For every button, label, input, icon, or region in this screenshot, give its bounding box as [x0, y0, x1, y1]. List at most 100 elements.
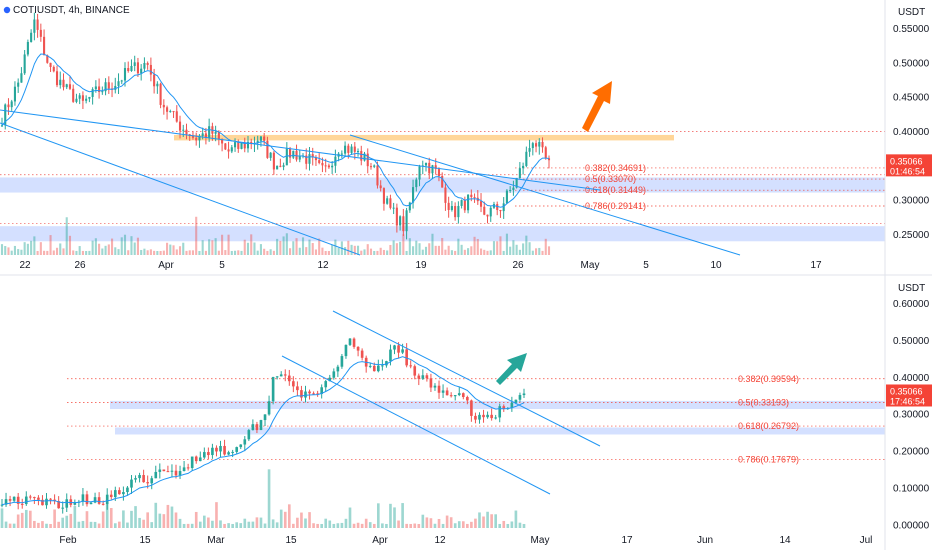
candle-body	[369, 166, 373, 168]
volume-bar	[130, 236, 133, 255]
candle-body	[272, 152, 275, 170]
volume-bar	[65, 217, 68, 255]
volume-bar	[353, 245, 356, 255]
candle-body	[382, 188, 385, 204]
volume-bar	[316, 523, 319, 528]
volume-bar	[402, 234, 405, 255]
volume-bar	[230, 250, 233, 255]
candle-body	[531, 143, 534, 149]
candle-body	[178, 471, 182, 476]
candle-body	[123, 68, 127, 81]
volume-bar	[295, 238, 298, 255]
candle-body	[467, 194, 470, 211]
volume-bar	[366, 244, 369, 255]
volume-bar	[267, 469, 271, 528]
volume-bar	[259, 244, 262, 255]
volume-bar	[544, 238, 547, 255]
volume-bar	[61, 517, 65, 528]
volume-bar	[510, 521, 514, 528]
volume-bar	[292, 523, 295, 528]
candle-body	[271, 377, 275, 402]
volume-bar	[138, 517, 141, 528]
volume-bar	[219, 520, 222, 528]
candle-body	[490, 414, 493, 419]
candle-body	[381, 365, 384, 367]
volume-bar	[33, 236, 36, 255]
volume-bar	[494, 514, 497, 528]
y-tick-label: 0.55000	[893, 24, 930, 35]
volume-bar	[186, 523, 190, 528]
candle-body	[219, 445, 222, 452]
candle-body	[208, 126, 211, 138]
volume-bar	[405, 523, 408, 528]
candle-body	[466, 397, 469, 401]
volume-bar	[431, 233, 434, 255]
volume-bar	[97, 523, 101, 528]
volume-bar	[227, 234, 230, 255]
volume-bar	[311, 243, 314, 255]
candle-body	[372, 365, 376, 372]
price-badge-timer: 17:46:54	[890, 396, 925, 406]
volume-bar	[250, 234, 253, 255]
candle-body	[321, 162, 324, 166]
candle-body	[142, 475, 145, 483]
candle-body	[7, 104, 10, 108]
candle-body	[444, 187, 447, 203]
volume-bar	[453, 523, 457, 528]
candle-body	[486, 414, 489, 418]
candle-body	[308, 391, 311, 394]
candle-body	[409, 365, 413, 367]
volume-bar	[45, 523, 48, 528]
volume-bar	[518, 522, 522, 528]
volume-bar	[483, 249, 486, 255]
candle-body	[547, 158, 551, 161]
candle-body	[348, 338, 352, 345]
volume-bar	[486, 250, 489, 255]
volume-bar	[170, 506, 174, 528]
candle-body	[97, 497, 101, 504]
trend-line	[281, 355, 551, 495]
volume-bar	[320, 523, 323, 528]
volume-bar	[263, 523, 267, 528]
volume-bar	[36, 250, 39, 255]
price-badge	[886, 384, 932, 407]
volume-bar	[81, 250, 84, 255]
candle-body	[78, 95, 81, 99]
y-tick-label: 0.25000	[893, 230, 930, 241]
volume-bar	[364, 518, 368, 528]
candle-body	[405, 210, 408, 232]
volume-bar	[308, 239, 311, 255]
volume-bar	[441, 523, 445, 528]
price-badge	[886, 154, 932, 177]
candle-body	[259, 136, 262, 141]
candle-body	[395, 207, 398, 226]
candle-body	[162, 104, 165, 108]
volume-bar	[308, 512, 311, 528]
candle-body	[59, 79, 62, 86]
volume-bar	[133, 242, 136, 255]
candle-body	[402, 216, 405, 232]
moving-average-line	[1, 356, 525, 506]
volume-bar	[340, 522, 344, 528]
candle-body	[185, 129, 188, 135]
x-tick-label: 17	[621, 535, 633, 546]
candle-body	[4, 499, 8, 505]
breakout-arrow-icon	[496, 353, 527, 385]
volume-bar	[408, 238, 411, 255]
volume-bar	[457, 238, 460, 255]
candle-body	[318, 160, 321, 163]
candle-body	[324, 381, 328, 388]
x-tick-label: 15	[139, 535, 151, 546]
volume-bar	[350, 244, 353, 255]
candle-body	[496, 204, 499, 211]
volume-bar	[285, 233, 288, 255]
volume-bar	[492, 241, 496, 255]
candle-body	[502, 406, 506, 410]
fib-level-label: 0.786(0.29141)	[585, 201, 646, 211]
candle-body	[287, 375, 291, 382]
candle-body	[136, 62, 139, 74]
candle-body	[227, 452, 230, 455]
candle-body	[454, 206, 457, 218]
candle-body	[518, 168, 521, 179]
moving-average-line	[1, 53, 550, 208]
